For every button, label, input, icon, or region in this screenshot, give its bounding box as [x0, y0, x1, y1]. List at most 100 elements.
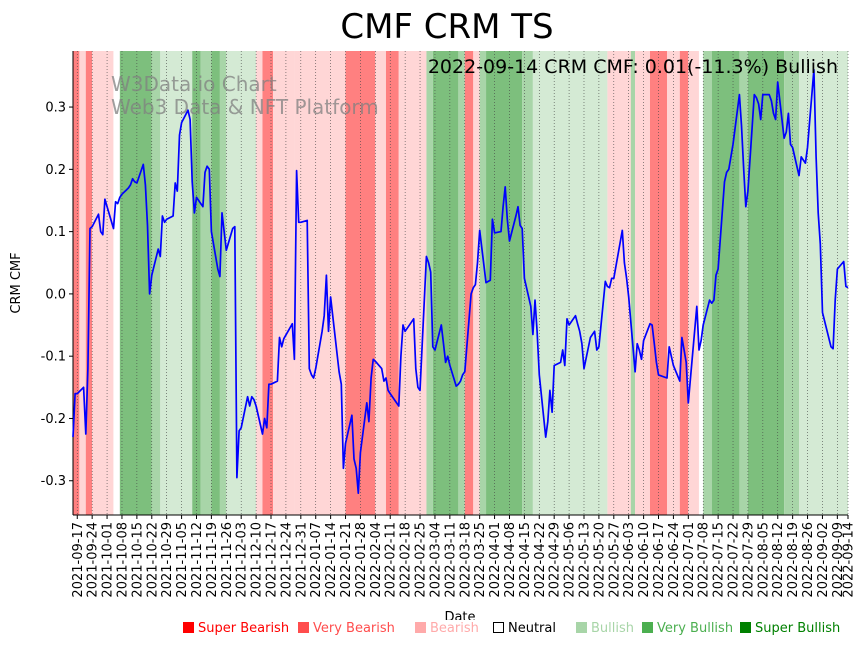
x-tick-label-0: 2021-09-17 [71, 522, 86, 598]
legend-item-bearish: Bearish [415, 620, 479, 638]
x-tick-label-9: 2021-11-19 [205, 522, 220, 598]
x-tick-label-33: 2022-05-06 [563, 522, 578, 598]
x-tick-label-19: 2022-01-28 [354, 522, 369, 598]
x-tick-label-4: 2021-10-15 [130, 522, 145, 598]
band-bullish-31 [630, 51, 636, 515]
x-tick-label-32: 2022-04-29 [548, 522, 563, 598]
x-tick-label-16: 2022-01-07 [309, 522, 324, 598]
cmf-chart: -0.3-0.2-0.10.00.10.20.3 2021-09-17 2021-… [9, 7, 857, 620]
x-tick-label-26: 2022-03-18 [458, 522, 473, 598]
legend-item-super-bullish: Super Bullish [740, 620, 840, 638]
x-tick-label-51: 2022-09-09 [831, 522, 846, 598]
legend-swatch [298, 622, 309, 633]
band-bearish-36 [688, 51, 699, 515]
x-tick-label-2: 2021-10-01 [101, 522, 116, 598]
x-tick-label-30: 2022-04-15 [518, 522, 533, 598]
x-tick-label-15: 2021-12-31 [294, 522, 309, 598]
legend-swatch [642, 622, 653, 633]
x-tick-label-52: 2022-09-14 [842, 522, 857, 598]
band-neutral-37 [698, 51, 704, 515]
band-very_bullish-27 [486, 51, 523, 515]
x-tick-label-34: 2022-05-13 [578, 522, 593, 598]
x-tick-label-42: 2022-07-08 [697, 522, 712, 598]
x-tick-label-47: 2022-08-12 [771, 522, 786, 598]
y-tick-label-1: -0.2 [41, 412, 66, 427]
x-axis-label: Date [444, 610, 475, 620]
x-tick-label-44: 2022-07-22 [727, 522, 742, 598]
latest-annotation: 2022-09-14 CRM CMF: 0.01(-11.3%) Bullish [428, 56, 838, 78]
legend-swatch [493, 622, 504, 633]
band-bullish-42 [784, 51, 800, 515]
x-tick-label-13: 2021-12-17 [265, 522, 280, 598]
x-tick-label-39: 2022-06-17 [652, 522, 667, 598]
band-very_bearish-35 [679, 51, 689, 515]
x-tick-label-36: 2022-05-27 [607, 522, 622, 598]
band-bullish-26 [479, 51, 487, 515]
band-bullish-23 [458, 51, 465, 515]
band-bullish-21 [426, 51, 433, 515]
legend-item-very-bearish: Very Bearish [298, 620, 395, 638]
band-neutral-4 [113, 51, 120, 515]
band-neutral_bullish-29 [532, 51, 608, 515]
x-tick-label-37: 2022-06-03 [622, 522, 637, 598]
band-very_bearish-0 [73, 51, 80, 515]
vertical-gridlines [76, 51, 849, 515]
x-tick-label-35: 2022-05-20 [592, 522, 607, 598]
x-tick-label-50: 2022-09-02 [816, 522, 831, 598]
x-tick-label-18: 2022-01-21 [339, 522, 354, 598]
regime-bands [73, 51, 848, 515]
band-bearish-1 [79, 51, 86, 515]
legend-label: Super Bearish [198, 621, 290, 636]
x-tick-label-22: 2022-02-18 [399, 522, 414, 598]
band-bullish-6 [151, 51, 161, 515]
band-very_bearish-14 [262, 51, 274, 515]
x-tick-label-41: 2022-07-01 [682, 522, 697, 598]
x-tick-label-20: 2022-02-04 [369, 522, 384, 598]
x-ticks: 2021-09-17 2021-09-24 2021-10-01 2021-10-08… [71, 515, 857, 598]
band-bearish-18 [375, 51, 386, 515]
band-neutral_bullish-43 [799, 51, 848, 515]
x-tick-label-49: 2022-08-26 [801, 522, 816, 598]
legend-item-very-bullish: Very Bullish [642, 620, 733, 638]
band-very_bullish-22 [432, 51, 459, 515]
legend-label: Bearish [430, 621, 479, 636]
x-tick-label-6: 2021-10-29 [160, 522, 175, 598]
legend-swatch [415, 622, 426, 633]
band-bullish-40 [739, 51, 748, 515]
band-bearish-13 [256, 51, 263, 515]
legend-label: Bullish [591, 621, 635, 636]
x-tick-label-21: 2022-02-11 [384, 522, 399, 598]
band-very_bearish-24 [464, 51, 474, 515]
y-axis-label: CRM CMF [9, 252, 24, 313]
band-bullish-28 [522, 51, 533, 515]
band-bearish-32 [635, 51, 650, 515]
x-tick-label-29: 2022-04-08 [503, 522, 518, 598]
legend-item-bullish: Bullish [576, 620, 634, 638]
legend-swatch [576, 622, 587, 633]
legend-swatch [183, 622, 194, 633]
legend-swatch [740, 622, 751, 633]
x-tick-label-11: 2021-12-03 [235, 522, 250, 598]
band-bearish-25 [473, 51, 480, 515]
y-tick-label-5: 0.2 [45, 163, 66, 178]
x-tick-label-8: 2021-11-12 [190, 522, 205, 598]
x-tick-label-38: 2022-06-10 [637, 522, 652, 598]
watermark-line-2: Web3 Data & NFT Platform [111, 95, 379, 119]
x-tick-label-27: 2022-03-25 [473, 522, 488, 598]
cmf-line-layer [72, 68, 849, 495]
band-very_bullish-5 [119, 51, 152, 515]
x-tick-label-46: 2022-08-05 [756, 522, 771, 598]
x-tick-label-7: 2021-11-05 [175, 522, 190, 598]
legend-item-super-bearish: Super Bearish [183, 620, 289, 638]
band-very_bullish-10 [211, 51, 220, 515]
x-tick-label-14: 2021-12-24 [279, 522, 294, 598]
x-tick-label-3: 2021-10-08 [116, 522, 131, 598]
y-tick-label-6: 0.3 [45, 101, 66, 116]
x-tick-label-17: 2022-01-14 [324, 522, 339, 598]
band-bullish-9 [200, 51, 212, 515]
x-tick-label-5: 2021-10-22 [145, 522, 160, 598]
band-bullish-38 [703, 51, 712, 515]
y-tick-label-4: 0.1 [45, 225, 66, 240]
x-tick-label-25: 2022-03-11 [443, 522, 458, 598]
band-bearish-15 [273, 51, 295, 515]
